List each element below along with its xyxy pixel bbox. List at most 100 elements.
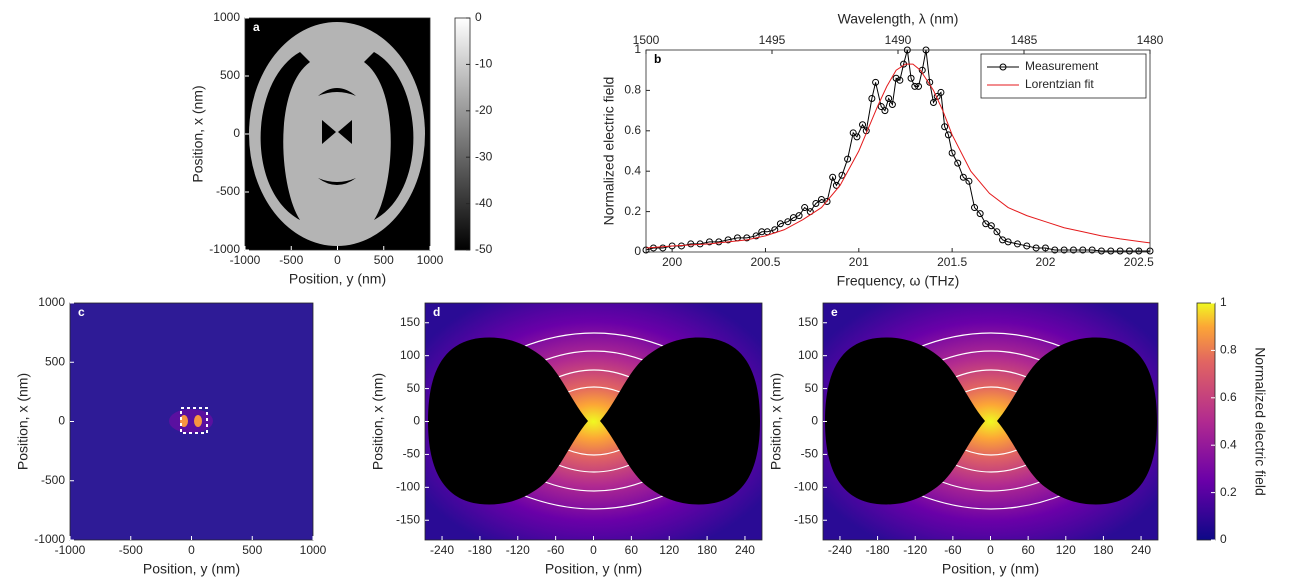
x-axis-label: Position, y (nm) <box>143 561 240 577</box>
data-point <box>743 234 751 242</box>
colorbar-tick-label: -50 <box>475 242 493 256</box>
data-point <box>784 218 792 226</box>
x2-tick-label: 1490 <box>885 33 912 47</box>
x-tick-label: 201.5 <box>937 255 967 269</box>
legend-marker <box>999 63 1007 71</box>
x-tick-label: 200 <box>662 255 682 269</box>
y-tick-label: 1000 <box>213 10 240 24</box>
data-point <box>1023 242 1031 250</box>
data-point <box>724 236 732 244</box>
y-tick-label: 0 <box>811 414 818 428</box>
y-tick-label: -1000 <box>209 242 240 256</box>
x-tick-label: 60 <box>625 543 639 557</box>
data-point <box>1125 247 1133 255</box>
x-tick-label: 120 <box>659 543 679 557</box>
y-tick-label: -500 <box>41 473 65 487</box>
data-point <box>915 82 923 90</box>
x-tick-label: -180 <box>866 543 890 557</box>
colorbar-tick-label: 0.6 <box>1220 390 1237 404</box>
y-axis-label: Position, x (nm) <box>370 373 386 470</box>
x-tick-label: 202.5 <box>1124 255 1154 269</box>
x2-tick-label: 1500 <box>633 33 660 47</box>
colorbar-label: Normalized electric field <box>1252 347 1268 496</box>
data-point <box>832 181 840 189</box>
data-point <box>829 173 837 181</box>
y-tick-label: 0 <box>58 414 65 428</box>
x-tick-label: 500 <box>374 253 394 267</box>
y-tick-label: 1000 <box>38 295 65 309</box>
series-line <box>645 49 1150 252</box>
x-tick-label: -1000 <box>230 253 261 267</box>
colorbar <box>454 17 471 251</box>
colorbar-tick-label: 0 <box>1220 532 1227 546</box>
x-tick-label: -500 <box>279 253 303 267</box>
data-point <box>907 74 915 82</box>
x-tick-label: 1000 <box>300 543 327 557</box>
y-tick-label: 50 <box>805 381 819 395</box>
x-tick-label: -60 <box>547 543 565 557</box>
x2-axis-label: Wavelength, λ (nm) <box>838 11 959 27</box>
x-tick-label: 0 <box>188 543 195 557</box>
panel-label: d <box>433 305 440 319</box>
y-tick-label: 0 <box>413 414 420 428</box>
x-tick-label: -120 <box>903 543 927 557</box>
x-tick-label: 240 <box>1131 543 1151 557</box>
data-point <box>911 82 919 90</box>
x-tick-label: 202 <box>1035 255 1055 269</box>
x2-tick-label: 1485 <box>1011 33 1038 47</box>
colorbar-tick-label: 1 <box>1220 295 1227 309</box>
data-point <box>838 171 846 179</box>
x-axis-label: Position, y (nm) <box>545 561 642 577</box>
data-point <box>859 121 867 129</box>
data-point <box>1097 247 1105 255</box>
panel-d-image <box>425 303 762 540</box>
x-tick-label: 500 <box>242 543 262 557</box>
panel-a-image <box>245 18 430 250</box>
data-point <box>1013 240 1021 248</box>
y-tick-label: 0 <box>233 126 240 140</box>
data-point <box>1079 246 1087 254</box>
data-point <box>941 123 949 131</box>
data-point <box>976 210 984 218</box>
x-axis-label: Position, y (nm) <box>289 271 386 287</box>
x-tick-label: 201 <box>849 255 869 269</box>
data-point <box>1107 247 1115 255</box>
x-tick-label: -120 <box>506 543 530 557</box>
x-tick-label: -180 <box>468 543 492 557</box>
data-point <box>1032 244 1040 252</box>
y-tick-label: -500 <box>216 184 240 198</box>
panel-c-image <box>70 303 313 540</box>
data-point <box>937 88 945 96</box>
data-point <box>954 159 962 167</box>
data-point <box>885 94 893 102</box>
x2-tick-label: 1495 <box>759 33 786 47</box>
colorbar-tick-label: -10 <box>475 57 493 71</box>
y-tick-label: 150 <box>798 315 818 329</box>
colorbar-tick-label: -20 <box>475 103 493 117</box>
y-tick-label: 0.2 <box>624 204 641 218</box>
data-point <box>971 204 979 212</box>
panel-label: b <box>654 52 661 66</box>
x-tick-label: 180 <box>1093 543 1113 557</box>
data-point <box>705 238 713 246</box>
x-tick-label: -240 <box>430 543 454 557</box>
y-tick-label: 50 <box>407 381 421 395</box>
y-tick-label: -100 <box>794 480 818 494</box>
y-axis-label: Position, x (nm) <box>190 85 206 182</box>
legend-label: Measurement <box>1025 59 1099 73</box>
x-tick-label: 0 <box>987 543 994 557</box>
data-point <box>849 129 857 137</box>
data-point <box>659 244 667 252</box>
y-tick-label: 500 <box>220 68 240 82</box>
y-tick-label: -50 <box>403 447 421 461</box>
x-tick-label: 1000 <box>417 253 444 267</box>
y-tick-label: -1000 <box>34 532 65 546</box>
data-point <box>959 173 967 181</box>
data-point <box>993 228 1001 236</box>
colorbar <box>1196 302 1216 541</box>
data-point <box>888 101 896 109</box>
data-point <box>853 133 861 141</box>
data-point <box>868 94 876 102</box>
data-point <box>812 200 820 208</box>
